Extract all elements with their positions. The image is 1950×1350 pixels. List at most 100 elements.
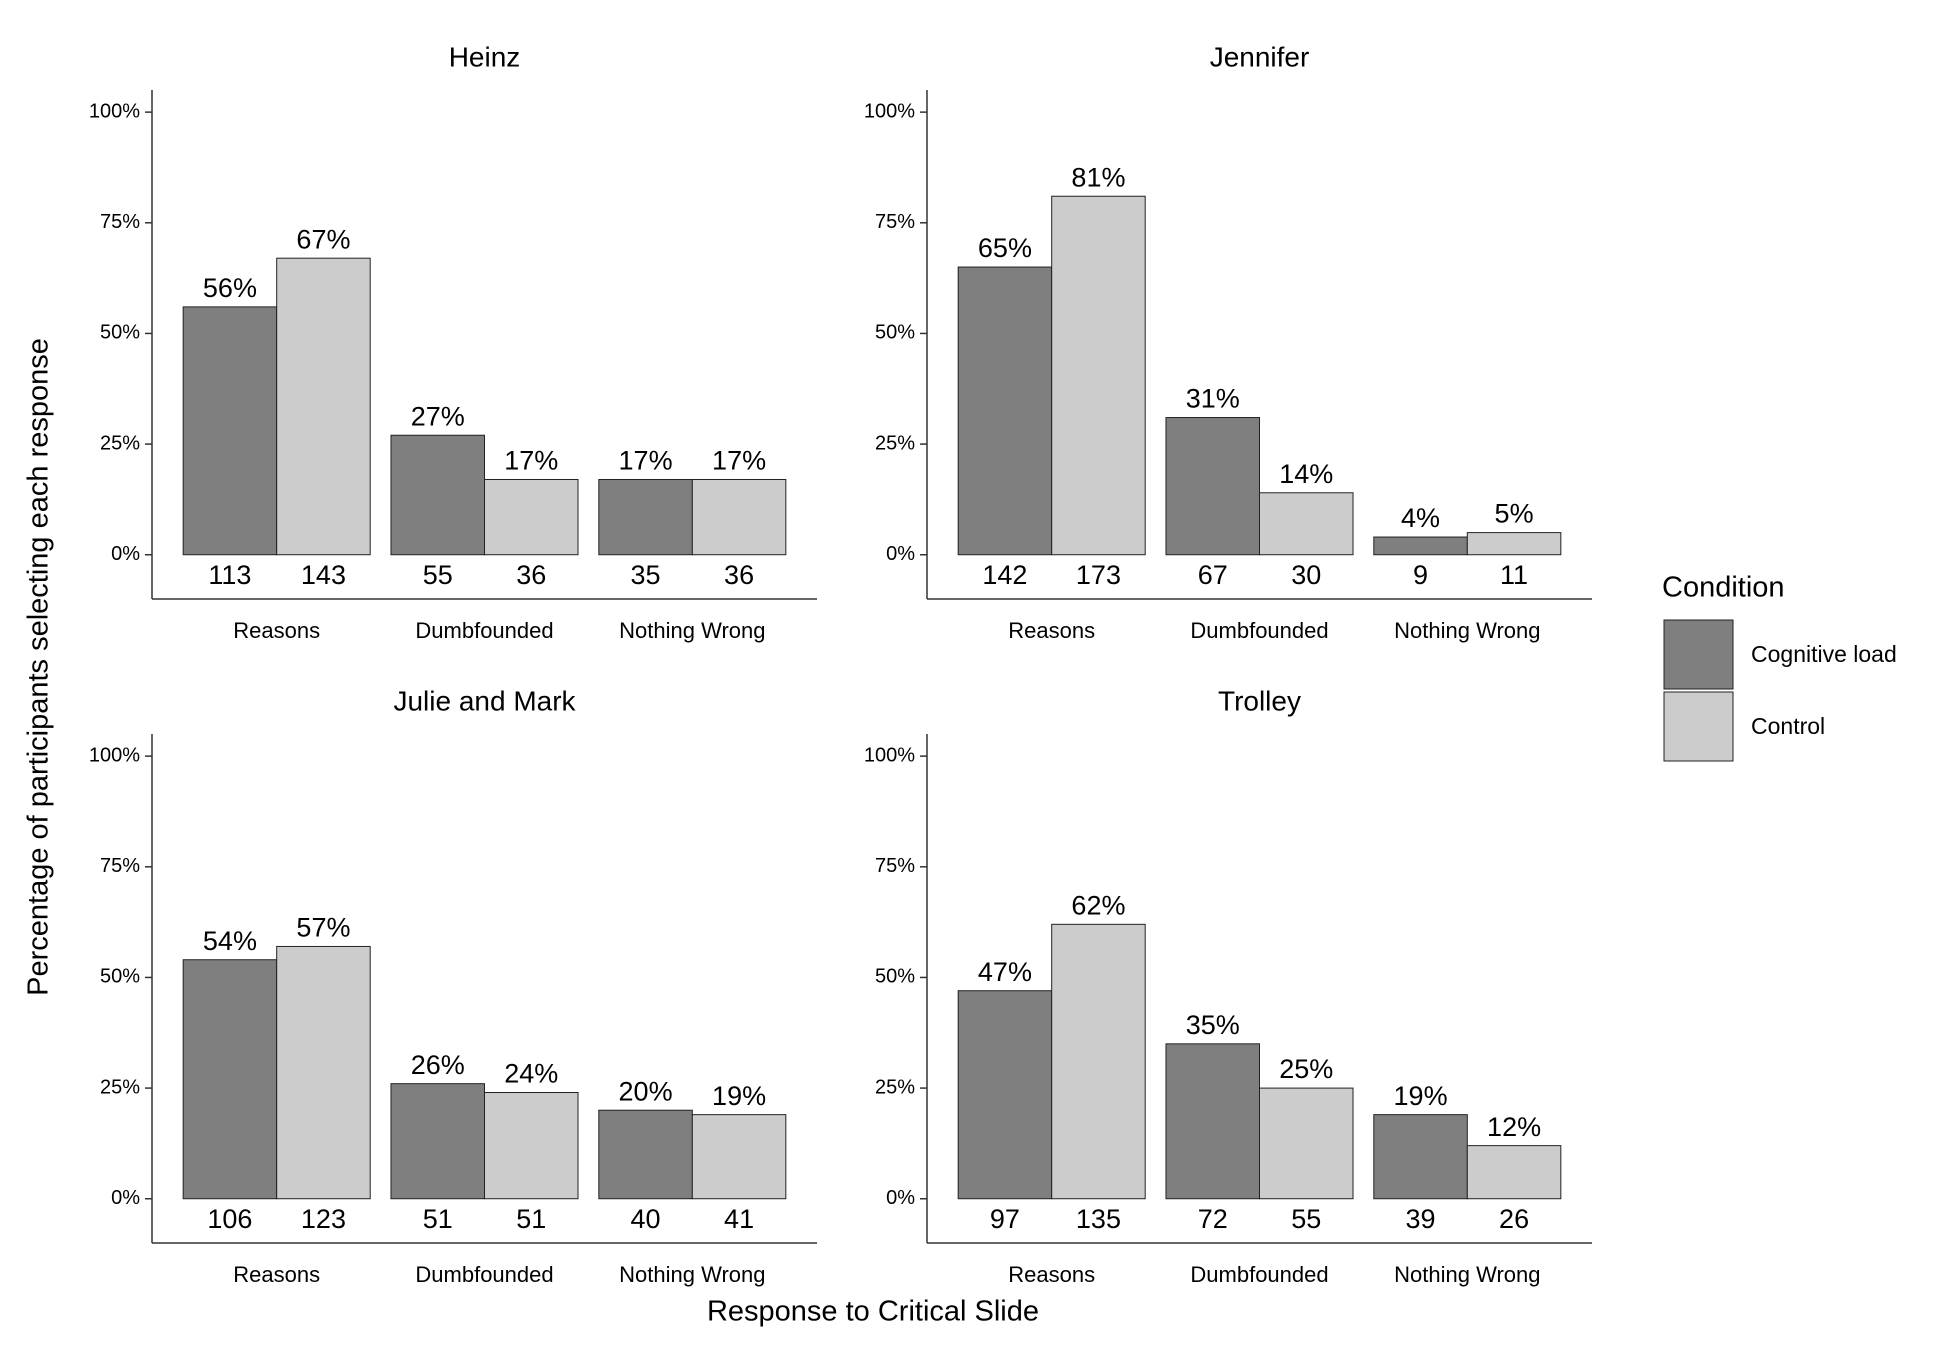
x-tick-label: Nothing Wrong bbox=[1394, 1262, 1540, 1287]
y-tick-label: 0% bbox=[111, 543, 140, 565]
count-label: 123 bbox=[301, 1204, 346, 1234]
count-label: 106 bbox=[207, 1204, 252, 1234]
bar bbox=[1051, 195, 1146, 556]
count-label: 173 bbox=[1076, 560, 1121, 590]
bar bbox=[276, 945, 371, 1200]
value-label: 5% bbox=[1495, 499, 1534, 529]
count-label: 9 bbox=[1413, 560, 1428, 590]
x-tick-label: Dumbfounded bbox=[415, 1262, 553, 1287]
x-tick-label: Reasons bbox=[1008, 618, 1095, 643]
bar bbox=[598, 1109, 693, 1200]
value-label: 81% bbox=[1071, 162, 1125, 192]
y-tick-label: 50% bbox=[100, 322, 140, 344]
y-tick-label: 50% bbox=[875, 966, 915, 988]
bar bbox=[1373, 536, 1468, 556]
y-tick-label: 25% bbox=[875, 432, 915, 454]
count-label: 30 bbox=[1291, 560, 1321, 590]
bar bbox=[390, 1083, 485, 1200]
bar bbox=[484, 478, 579, 556]
bar bbox=[1165, 1043, 1260, 1200]
count-label: 35 bbox=[631, 560, 661, 590]
bar bbox=[182, 306, 278, 556]
x-axis-title: Response to Critical Slide bbox=[707, 1296, 1039, 1328]
count-label: 113 bbox=[208, 560, 251, 590]
bar bbox=[1051, 923, 1146, 1200]
x-tick-label: Nothing Wrong bbox=[1394, 618, 1540, 643]
bar bbox=[691, 478, 787, 556]
bar bbox=[957, 990, 1053, 1200]
bar bbox=[1466, 1145, 1562, 1200]
y-tick-label: 100% bbox=[864, 744, 915, 766]
count-label: 143 bbox=[301, 560, 346, 590]
count-label: 51 bbox=[423, 1204, 453, 1234]
legend-key bbox=[1663, 691, 1734, 762]
value-label: 67% bbox=[296, 224, 350, 254]
bar bbox=[1373, 1114, 1468, 1200]
value-label: 20% bbox=[619, 1076, 673, 1106]
count-label: 55 bbox=[423, 560, 453, 590]
count-label: 72 bbox=[1198, 1204, 1228, 1234]
bar bbox=[1466, 532, 1562, 556]
x-tick-label: Dumbfounded bbox=[1190, 1262, 1328, 1287]
x-tick-label: Dumbfounded bbox=[415, 618, 553, 643]
y-tick-label: 75% bbox=[100, 855, 140, 877]
legend-label: Cognitive load bbox=[1751, 641, 1897, 667]
value-label: 25% bbox=[1279, 1054, 1333, 1084]
count-label: 97 bbox=[990, 1204, 1020, 1234]
y-tick-label: 75% bbox=[875, 855, 915, 877]
legend-key bbox=[1663, 619, 1734, 690]
value-label: 17% bbox=[712, 446, 766, 476]
y-tick-label: 0% bbox=[886, 1187, 915, 1209]
y-axis-title: Percentage of participants selecting eac… bbox=[23, 338, 55, 996]
x-tick-label: Reasons bbox=[233, 618, 320, 643]
value-label: 14% bbox=[1279, 459, 1333, 489]
value-label: 12% bbox=[1487, 1112, 1541, 1142]
value-label: 19% bbox=[1394, 1081, 1448, 1111]
count-label: 41 bbox=[724, 1204, 754, 1234]
bar bbox=[1259, 492, 1354, 556]
bar bbox=[957, 266, 1053, 556]
count-label: 39 bbox=[1406, 1204, 1436, 1234]
value-label: 57% bbox=[296, 913, 350, 943]
value-label: 17% bbox=[619, 446, 673, 476]
value-label: 35% bbox=[1186, 1010, 1240, 1040]
x-tick-label: Dumbfounded bbox=[1190, 618, 1328, 643]
y-tick-label: 100% bbox=[89, 744, 140, 766]
bar bbox=[1259, 1087, 1354, 1200]
count-label: 40 bbox=[631, 1204, 661, 1234]
value-label: 54% bbox=[203, 926, 257, 956]
count-label: 55 bbox=[1291, 1204, 1321, 1234]
bar bbox=[182, 959, 278, 1200]
count-label: 135 bbox=[1076, 1204, 1121, 1234]
y-tick-label: 25% bbox=[100, 1076, 140, 1098]
y-tick-label: 50% bbox=[100, 966, 140, 988]
y-tick-label: 0% bbox=[111, 1187, 140, 1209]
count-label: 51 bbox=[516, 1204, 546, 1234]
value-label: 27% bbox=[411, 401, 465, 431]
y-tick-label: 50% bbox=[875, 322, 915, 344]
value-label: 19% bbox=[712, 1081, 766, 1111]
bar bbox=[1165, 417, 1260, 556]
y-tick-label: 0% bbox=[886, 543, 915, 565]
value-label: 17% bbox=[504, 446, 558, 476]
count-label: 36 bbox=[724, 560, 754, 590]
y-tick-label: 25% bbox=[100, 432, 140, 454]
x-tick-label: Nothing Wrong bbox=[619, 618, 765, 643]
bar bbox=[390, 434, 485, 556]
value-label: 26% bbox=[411, 1050, 465, 1080]
value-label: 62% bbox=[1071, 890, 1125, 920]
y-tick-label: 75% bbox=[875, 211, 915, 233]
value-label: 24% bbox=[504, 1059, 558, 1089]
bar bbox=[276, 257, 371, 556]
legend-title: Condition bbox=[1662, 572, 1785, 604]
value-label: 65% bbox=[978, 233, 1032, 263]
panel-title: Jennifer bbox=[1210, 41, 1310, 72]
count-label: 26 bbox=[1499, 1204, 1529, 1234]
x-tick-label: Reasons bbox=[233, 1262, 320, 1287]
panel-title: Julie and Mark bbox=[393, 685, 576, 716]
x-tick-label: Nothing Wrong bbox=[619, 1262, 765, 1287]
value-label: 31% bbox=[1186, 384, 1240, 414]
count-label: 67 bbox=[1198, 560, 1228, 590]
y-tick-label: 100% bbox=[89, 100, 140, 122]
